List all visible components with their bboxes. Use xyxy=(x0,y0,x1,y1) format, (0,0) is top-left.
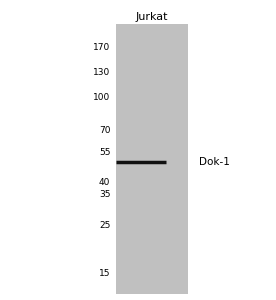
Text: 70: 70 xyxy=(99,126,110,135)
Text: 130: 130 xyxy=(93,68,110,77)
Text: 15: 15 xyxy=(99,269,110,278)
Bar xyxy=(116,22,188,296)
Text: 35: 35 xyxy=(99,190,110,199)
Text: Jurkat: Jurkat xyxy=(136,12,168,22)
Text: 100: 100 xyxy=(93,93,110,102)
Text: 170: 170 xyxy=(93,44,110,52)
Text: 25: 25 xyxy=(99,221,110,230)
Text: 55: 55 xyxy=(99,148,110,157)
Text: 40: 40 xyxy=(99,178,110,187)
Text: Dok-1: Dok-1 xyxy=(199,157,230,166)
